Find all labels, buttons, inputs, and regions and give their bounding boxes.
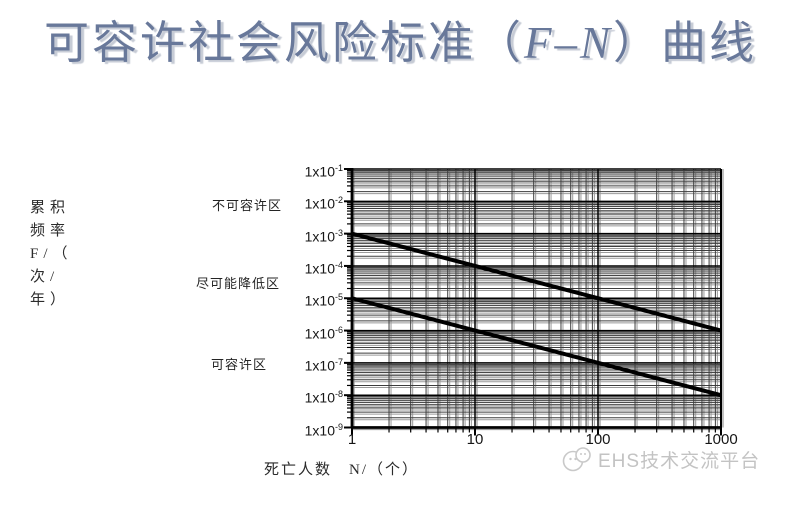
- y-tick-label: 1x10-9: [304, 421, 343, 439]
- upper-boundary-line: [351, 231, 722, 333]
- y-tick-label: 1x10-3: [304, 227, 343, 245]
- x-tick-label: 100: [585, 431, 611, 448]
- x-tick-label: 10: [466, 431, 484, 448]
- watermark: EHS技术交流平台: [560, 444, 760, 474]
- y-tick-label: 1x10-7: [304, 356, 343, 374]
- region-label-alarp: 尽可能降低区: [196, 276, 281, 291]
- y-tick-label: 1x10-5: [304, 292, 343, 309]
- y-tick-label: 1x10-6: [304, 324, 343, 342]
- page-title-fn: F–N: [524, 18, 614, 68]
- x-axis-title: 死亡人数 N/（个）: [264, 462, 420, 478]
- y-tick-label: 1x10-1: [304, 163, 343, 180]
- page-title: 可容许社会风险标准（F–N）曲线: [44, 6, 794, 71]
- x-tick-label: 1: [347, 431, 357, 448]
- y-tick-label: 1x10-4: [304, 259, 343, 277]
- region-label-unacceptable: 不可容许区: [212, 198, 283, 213]
- lower-boundary-line: [351, 296, 722, 398]
- watermark-text: EHS技术交流平台: [598, 450, 761, 472]
- fn-chart: [338, 153, 738, 449]
- page-title-suffix: ）曲线: [613, 18, 758, 68]
- wechat-logo-icon: [562, 447, 591, 472]
- x-tick-label: 1000: [704, 431, 738, 448]
- region-label-acceptable: 可容许区: [211, 357, 268, 372]
- fn-grid-svg: [344, 168, 724, 436]
- y-axis-title: 累积 频率 F/（ 次/ 年）: [30, 200, 73, 308]
- y-tick-label: 1x10-8: [304, 389, 343, 406]
- page-title-prefix: 可容许社会风险标准（: [44, 18, 525, 68]
- y-tick-label: 1x10-2: [304, 195, 343, 212]
